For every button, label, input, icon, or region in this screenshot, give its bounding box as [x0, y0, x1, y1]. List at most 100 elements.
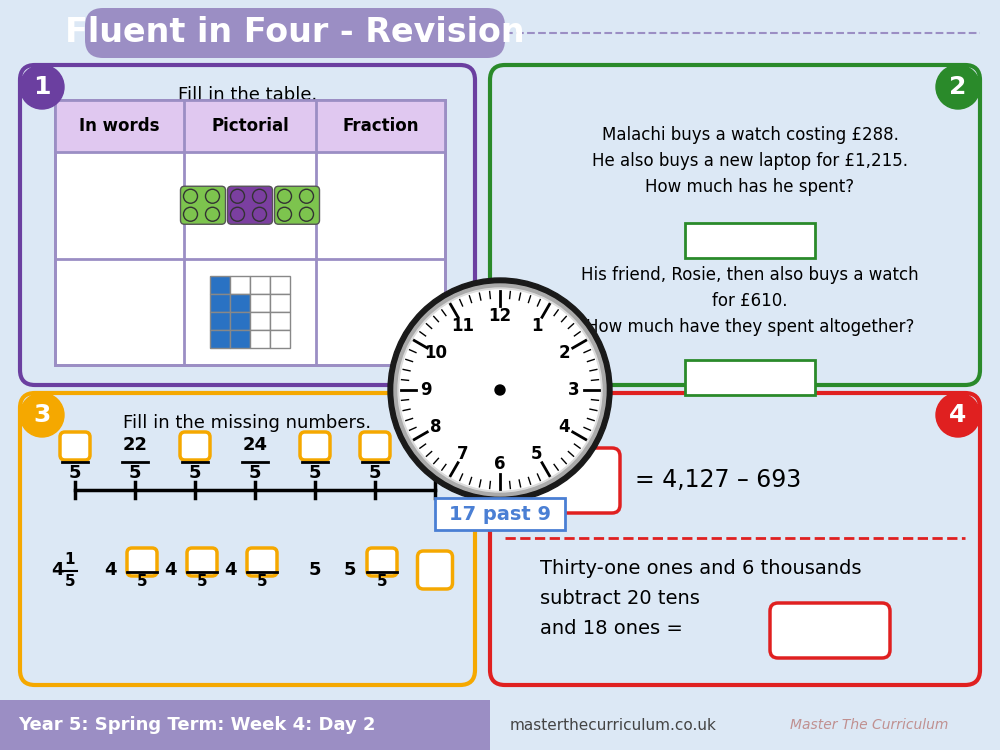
Text: = 4,127 – 693: = 4,127 – 693 [635, 469, 801, 493]
Text: 6: 6 [494, 455, 506, 473]
Bar [230, 330, 250, 348]
Text: 5: 5 [309, 561, 321, 579]
FancyBboxPatch shape [418, 551, 452, 589]
Text: 7: 7 [457, 445, 469, 463]
Circle shape [252, 188, 268, 204]
Text: masterthecurriculum.co.uk: masterthecurriculum.co.uk [510, 718, 717, 733]
Bar [270, 276, 290, 294]
Text: 2: 2 [949, 75, 967, 99]
FancyBboxPatch shape [247, 548, 277, 576]
FancyBboxPatch shape [367, 548, 397, 576]
Bar [55, 100, 445, 365]
Text: Malachi buys a watch costing £288.: Malachi buys a watch costing £288. [602, 126, 898, 144]
Bar [435, 498, 565, 530]
Text: How much have they spent altogether?: How much have they spent altogether? [586, 318, 914, 336]
Text: 4: 4 [949, 403, 967, 427]
Bar [250, 312, 270, 330]
Bar [210, 330, 230, 348]
Circle shape [400, 290, 600, 490]
FancyBboxPatch shape [274, 186, 320, 224]
Text: 22: 22 [122, 436, 148, 454]
Text: 1: 1 [33, 75, 51, 99]
Bar [210, 312, 230, 330]
Text: Year 5: Spring Term: Week 4: Day 2: Year 5: Spring Term: Week 4: Day 2 [18, 716, 376, 734]
Text: 5: 5 [429, 464, 441, 482]
Text: Fraction: Fraction [342, 117, 419, 135]
Text: Pictorial: Pictorial [211, 117, 289, 135]
Text: 5: 5 [257, 574, 267, 590]
Bar [250, 330, 270, 348]
Text: 5: 5 [309, 464, 321, 482]
Text: His friend, Rosie, then also buys a watch: His friend, Rosie, then also buys a watc… [581, 266, 919, 284]
Text: 1: 1 [65, 553, 75, 568]
Text: 5: 5 [531, 445, 543, 463]
Text: subtract 20 tens: subtract 20 tens [540, 589, 700, 608]
Text: How much has he spent?: How much has he spent? [645, 178, 855, 196]
Circle shape [205, 206, 220, 222]
Text: 4: 4 [164, 561, 176, 579]
Text: 8: 8 [430, 418, 442, 436]
Circle shape [936, 393, 980, 437]
FancyBboxPatch shape [180, 432, 210, 460]
Text: 5: 5 [137, 574, 147, 590]
Text: 4: 4 [51, 561, 63, 579]
FancyBboxPatch shape [525, 448, 620, 513]
FancyBboxPatch shape [300, 432, 330, 460]
Text: Thirty-one ones and 6 thousands: Thirty-one ones and 6 thousands [540, 559, 862, 578]
Circle shape [230, 206, 246, 222]
Bar [210, 294, 230, 312]
Bar [270, 312, 290, 330]
Text: 1: 1 [531, 317, 543, 335]
FancyBboxPatch shape [20, 393, 475, 685]
Text: 2: 2 [558, 344, 570, 362]
Text: Fill in the table.: Fill in the table. [178, 86, 317, 104]
Text: 4: 4 [104, 561, 116, 579]
Bar [55, 100, 445, 152]
Text: 5: 5 [344, 561, 356, 579]
Text: 12: 12 [488, 307, 512, 325]
Circle shape [398, 288, 602, 492]
Circle shape [252, 206, 268, 222]
Bar [685, 360, 815, 395]
Circle shape [276, 188, 292, 204]
Bar [270, 330, 290, 348]
Text: 24: 24 [242, 436, 268, 454]
Bar [270, 294, 290, 312]
Circle shape [230, 188, 246, 204]
Text: 5: 5 [197, 574, 207, 590]
FancyBboxPatch shape [770, 603, 890, 658]
Bar [250, 276, 270, 294]
Text: 5: 5 [369, 464, 381, 482]
Text: and 18 ones =: and 18 ones = [540, 619, 683, 638]
Bar [230, 276, 250, 294]
Bar [230, 294, 250, 312]
Circle shape [20, 393, 64, 437]
Circle shape [182, 206, 198, 222]
Circle shape [298, 188, 314, 204]
FancyBboxPatch shape [420, 432, 450, 460]
Circle shape [936, 65, 980, 109]
FancyBboxPatch shape [187, 548, 217, 576]
Text: 3: 3 [33, 403, 51, 427]
Circle shape [20, 65, 64, 109]
Bar [230, 312, 250, 330]
Circle shape [182, 188, 198, 204]
Text: 5: 5 [129, 464, 141, 482]
Text: Master The Curriculum: Master The Curriculum [790, 718, 948, 732]
Text: Fill in the missing numbers.: Fill in the missing numbers. [123, 414, 372, 432]
Text: 5: 5 [189, 464, 201, 482]
Text: 11: 11 [451, 317, 474, 335]
Text: 5: 5 [69, 464, 81, 482]
Text: 5: 5 [65, 574, 75, 590]
Text: 4: 4 [558, 418, 570, 436]
FancyBboxPatch shape [85, 8, 505, 58]
Text: Fluent in Four - Revision: Fluent in Four - Revision [65, 16, 525, 50]
Circle shape [276, 206, 292, 222]
Text: 5: 5 [377, 574, 387, 590]
Circle shape [394, 284, 606, 496]
Bar [55, 100, 445, 365]
FancyBboxPatch shape [490, 65, 980, 385]
Text: for £610.: for £610. [712, 292, 788, 310]
Circle shape [205, 188, 220, 204]
FancyBboxPatch shape [180, 186, 226, 224]
